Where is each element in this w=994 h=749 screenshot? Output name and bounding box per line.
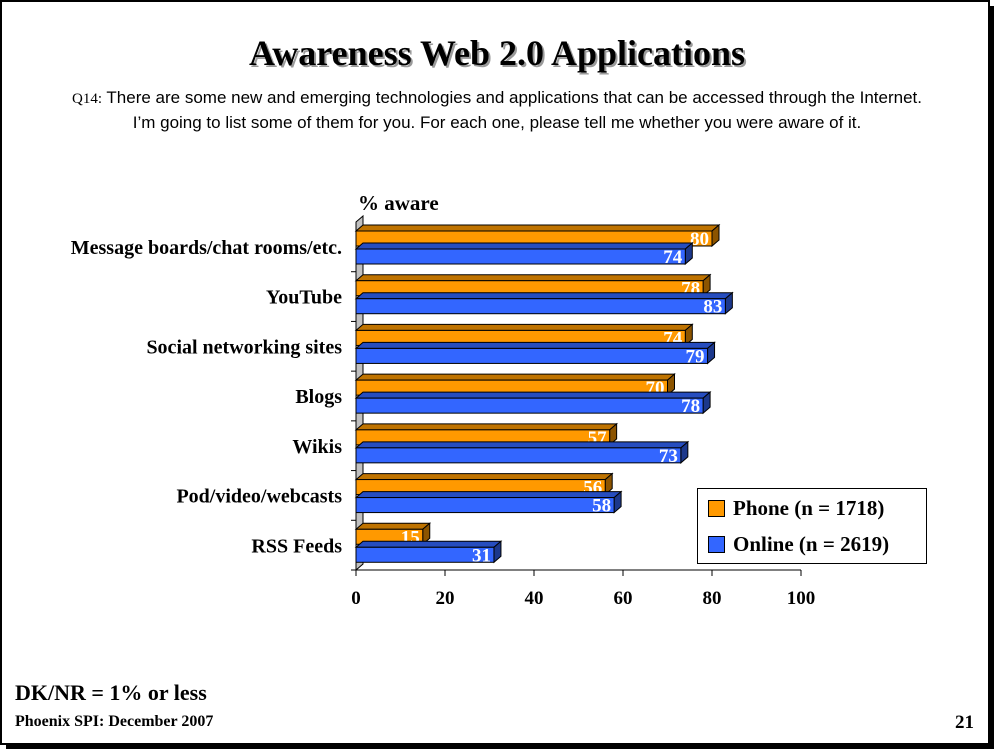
- bar-top-face: [354, 391, 712, 399]
- source-note: Phoenix SPI: December 2007: [15, 713, 214, 730]
- category-label: Blogs: [295, 386, 342, 408]
- bar-top-face: [354, 341, 716, 349]
- question-code: Q14:: [72, 91, 102, 107]
- data-label: 58: [592, 496, 611, 517]
- bar-top-face: [354, 323, 694, 331]
- data-label: 73: [659, 446, 678, 467]
- category-label: YouTube: [266, 287, 342, 309]
- page-number: 21: [955, 712, 974, 733]
- question-text-line2: I’m going to list some of them for you. …: [132, 113, 862, 132]
- bar-online: [355, 447, 682, 464]
- bar-online: [355, 397, 704, 414]
- category-label: Message boards/chat rooms/etc.: [71, 237, 342, 259]
- legend-label-phone: Phone (n = 1718): [733, 495, 885, 520]
- legend-item-online: Online (n = 2619): [708, 531, 889, 557]
- bar-online: [355, 298, 726, 315]
- data-label: 79: [686, 346, 705, 367]
- x-tick-label: 40: [525, 588, 544, 609]
- x-tick-label: 60: [614, 588, 633, 609]
- data-label: 78: [681, 396, 700, 417]
- bar-top-face: [354, 473, 614, 481]
- x-tick-label: 20: [436, 588, 455, 609]
- question-text-line1: There are some new and emerging technolo…: [106, 88, 922, 107]
- bar-top-face: [354, 441, 690, 449]
- category-label: Social networking sites: [146, 336, 342, 358]
- survey-question: Q14: There are some new and emerging tec…: [14, 86, 980, 134]
- bar-online: [355, 347, 709, 364]
- bar-top-face: [354, 224, 721, 232]
- bar-top-face: [354, 491, 623, 499]
- unit-label: % aware: [358, 191, 439, 215]
- chart-title: Awareness Web 2.0 Applications: [248, 33, 746, 73]
- x-tick-label: 80: [703, 588, 722, 609]
- bar-top-face: [354, 373, 676, 381]
- legend-swatch-online: [708, 535, 725, 553]
- category-label: Wikis: [292, 436, 342, 458]
- bar-top-face: [354, 423, 619, 431]
- category-label: RSS Feeds: [251, 535, 342, 557]
- legend-item-phone: Phone (n = 1718): [708, 495, 884, 521]
- bar-top-face: [354, 274, 712, 282]
- data-label: 80: [690, 229, 709, 250]
- data-label: 83: [703, 297, 722, 318]
- chart-legend: Phone (n = 1718) Online (n = 2619): [697, 488, 927, 564]
- data-label: 74: [663, 247, 683, 268]
- x-tick-label: 100: [787, 588, 816, 609]
- footnote: DK/NR = 1% or less: [15, 680, 207, 705]
- bar-top-face: [354, 242, 694, 250]
- category-label: Pod/video/webcasts: [176, 486, 342, 508]
- bar-top-face: [354, 292, 734, 300]
- bar-online: [355, 248, 686, 265]
- bar-online: [355, 497, 615, 514]
- legend-label-online: Online (n = 2619): [733, 531, 890, 556]
- data-label: 31: [472, 545, 491, 566]
- x-tick-label: 0: [351, 588, 361, 609]
- legend-swatch-phone: [708, 499, 725, 517]
